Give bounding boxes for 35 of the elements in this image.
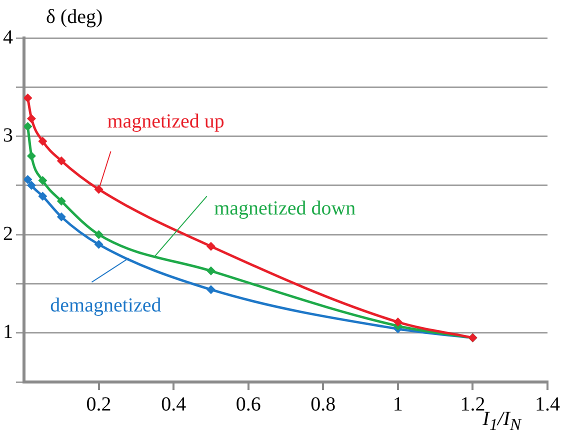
point [24,175,32,184]
annotation: magnetized up [107,110,224,133]
x-tick-label: 1.2 [460,393,486,416]
x-tick-label: 0.2 [86,393,112,416]
point [393,318,402,327]
point [24,93,32,102]
point [206,242,216,251]
x-tick-label: 0.8 [310,393,336,416]
point [38,176,48,186]
point [56,196,66,206]
y-axis-title: δ (deg) [46,6,103,29]
x-tick-label: 1 [392,393,403,416]
point [94,240,104,249]
y-tick-label: 4 [3,26,13,48]
x-tick-label: 1.4 [535,393,560,416]
x-tick-label: 0.6 [236,393,261,416]
point [38,136,48,146]
point [94,184,104,194]
annotation: magnetized down [214,197,356,220]
y-tick-label: 3 [3,124,13,147]
point [206,266,216,276]
y-tick-label: 2 [3,222,13,245]
point [26,114,36,124]
annotation: demagnetized [50,294,162,316]
point [26,151,36,160]
point [94,230,104,240]
x-tick-label: 0.4 [161,393,186,416]
point [206,285,216,294]
x-axis-title: I$_{1}$/I$_{N}$ [482,408,521,434]
point [38,192,48,201]
y-tick-label: 1 [3,321,13,344]
point [56,156,66,166]
point [56,212,66,222]
point [24,122,32,131]
point [26,180,36,190]
